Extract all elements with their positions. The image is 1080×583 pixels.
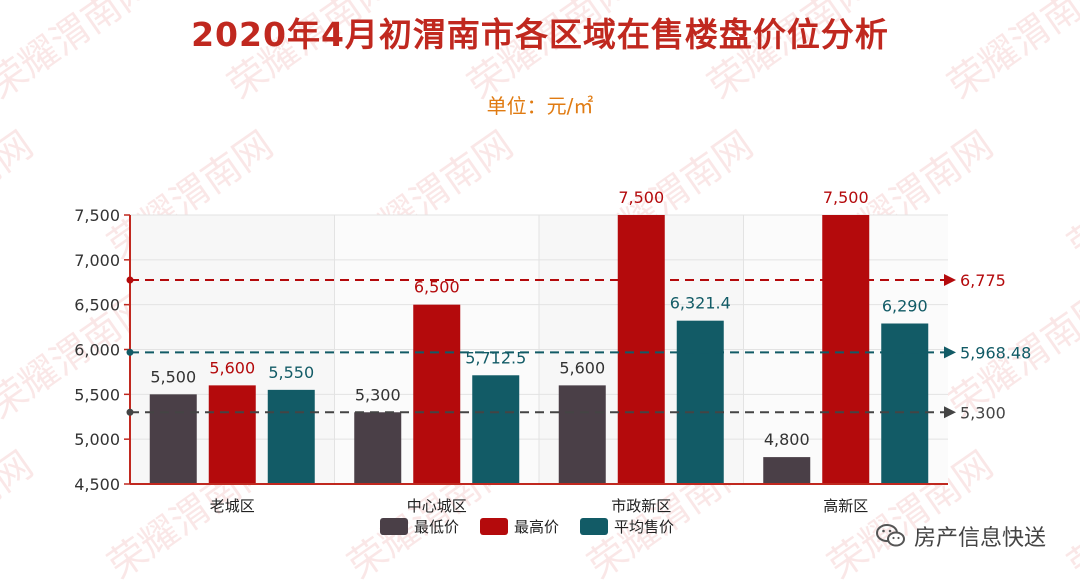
y-tick-label: 5,500 [74,385,120,404]
bar [676,320,724,484]
y-tick-label: 7,000 [74,251,120,270]
data-label: 5,500 [150,367,196,386]
bar [413,304,461,484]
data-label: 7,500 [618,188,664,207]
bar [208,385,256,484]
y-tick-label: 6,500 [74,296,120,315]
bar [558,385,606,484]
bar [763,457,811,484]
y-tick-label: 6,000 [74,341,120,360]
legend-swatch [580,518,608,535]
x-tick-label: 高新区 [823,497,868,515]
y-tick-label: 4,500 [74,475,120,494]
bar [822,215,870,484]
reference-line-arrow [944,274,956,287]
bar [472,375,520,484]
data-label: 5,550 [268,363,314,382]
y-tick-label: 7,500 [74,206,120,225]
reference-line-label: 6,775 [960,271,1006,290]
chart-title: 2020年4月初渭南市各区域在售楼盘价位分析 [191,15,889,54]
x-tick-label: 老城区 [210,497,255,515]
legend-label: 最低价 [414,518,459,536]
legend-swatch [480,518,508,535]
x-tick-label: 市政新区 [611,497,671,515]
bar [881,323,929,484]
chart-unit: 单位：元/㎡ [486,94,594,118]
wechat-icon [875,524,905,547]
data-label: 5,712.5 [465,348,526,367]
data-label: 6,321.4 [670,294,731,313]
data-label: 6,290 [882,296,928,315]
reference-line-label: 5,300 [960,403,1006,422]
bar [267,389,315,484]
legend-swatch [380,518,408,535]
bar [617,215,665,484]
y-tick-label: 5,000 [74,430,120,449]
x-tick-label: 中心城区 [407,497,467,515]
reference-line-arrow [944,346,956,359]
bar [149,394,197,484]
data-label: 6,500 [414,278,460,297]
legend-label: 平均售价 [614,518,674,536]
reference-line-label: 5,968.48 [960,343,1031,362]
legend-label: 最高价 [514,518,559,536]
data-label: 5,600 [209,358,255,377]
footer-brand: 房产信息快送 [875,520,1046,552]
reference-line-arrow [944,406,956,419]
data-label: 7,500 [823,188,869,207]
data-label: 4,800 [764,430,810,449]
data-label: 5,600 [559,358,605,377]
bar [354,412,402,484]
footer-brand-label: 房产信息快送 [913,526,1046,551]
data-label: 5,300 [355,385,401,404]
